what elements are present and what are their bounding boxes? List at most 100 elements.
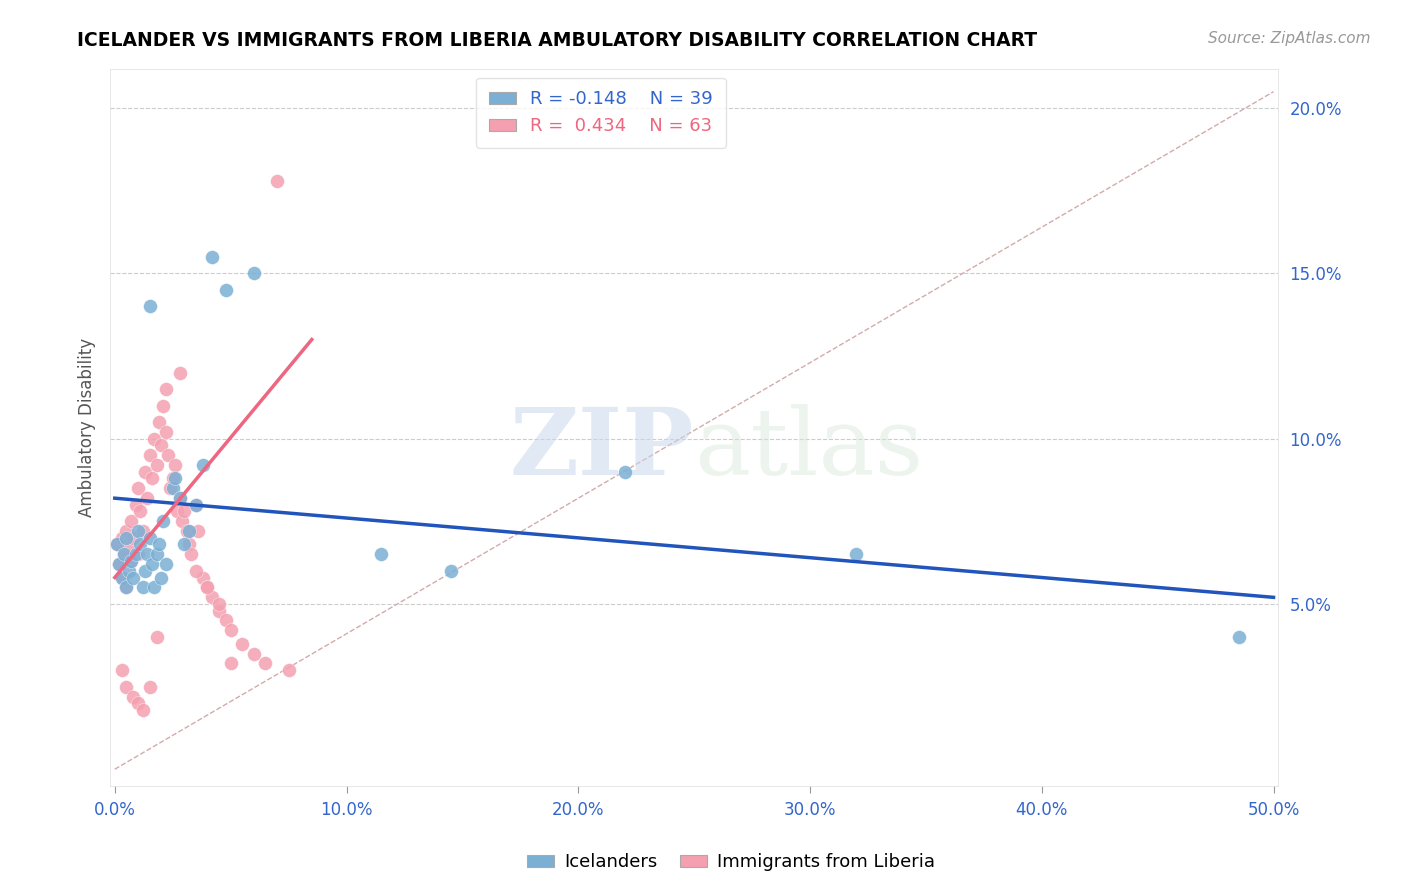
Point bbox=[138, 448, 160, 462]
Point bbox=[254, 657, 277, 671]
Point bbox=[170, 514, 193, 528]
Point bbox=[162, 471, 184, 485]
Point bbox=[127, 524, 149, 539]
Point bbox=[150, 570, 173, 584]
Point bbox=[120, 554, 142, 568]
Point bbox=[112, 548, 135, 562]
Point bbox=[208, 603, 231, 617]
Point bbox=[150, 438, 173, 452]
Point bbox=[141, 558, 163, 572]
Point bbox=[157, 448, 180, 462]
Point bbox=[131, 524, 153, 539]
Point bbox=[138, 680, 160, 694]
Point bbox=[124, 498, 146, 512]
Point bbox=[127, 696, 149, 710]
Point bbox=[155, 425, 177, 439]
Point bbox=[370, 548, 392, 562]
Point bbox=[122, 570, 145, 584]
Point bbox=[136, 548, 159, 562]
Point bbox=[138, 300, 160, 314]
Point bbox=[118, 564, 141, 578]
Point bbox=[613, 465, 636, 479]
Point bbox=[173, 537, 195, 551]
Point bbox=[145, 630, 167, 644]
Point bbox=[845, 548, 868, 562]
Point bbox=[120, 554, 142, 568]
Point bbox=[111, 663, 134, 677]
Point bbox=[152, 399, 174, 413]
Point bbox=[134, 465, 156, 479]
Point bbox=[215, 283, 238, 297]
Point bbox=[191, 458, 214, 472]
Point bbox=[111, 570, 134, 584]
Point bbox=[145, 458, 167, 472]
Point bbox=[118, 537, 141, 551]
Point bbox=[180, 548, 202, 562]
Point bbox=[177, 537, 200, 551]
Point bbox=[201, 591, 224, 605]
Point bbox=[141, 471, 163, 485]
Point bbox=[115, 531, 138, 545]
Point bbox=[243, 647, 266, 661]
Point bbox=[219, 657, 242, 671]
Point bbox=[169, 491, 191, 506]
Point bbox=[159, 481, 181, 495]
Point bbox=[173, 504, 195, 518]
Legend: R = -0.148    N = 39, R =  0.434    N = 63: R = -0.148 N = 39, R = 0.434 N = 63 bbox=[477, 78, 725, 148]
Point bbox=[277, 663, 299, 677]
Text: atlas: atlas bbox=[695, 404, 924, 493]
Point bbox=[155, 382, 177, 396]
Point bbox=[155, 558, 177, 572]
Point bbox=[169, 491, 191, 506]
Point bbox=[108, 558, 131, 572]
Point bbox=[191, 570, 214, 584]
Point bbox=[108, 558, 131, 572]
Point bbox=[115, 524, 138, 539]
Legend: Icelanders, Immigrants from Liberia: Icelanders, Immigrants from Liberia bbox=[520, 847, 942, 879]
Point bbox=[112, 548, 135, 562]
Point bbox=[129, 537, 152, 551]
Text: Source: ZipAtlas.com: Source: ZipAtlas.com bbox=[1208, 31, 1371, 46]
Point bbox=[124, 548, 146, 562]
Point bbox=[136, 491, 159, 506]
Point bbox=[201, 250, 224, 264]
Point bbox=[127, 481, 149, 495]
Point bbox=[197, 581, 219, 595]
Point bbox=[105, 537, 128, 551]
Point bbox=[266, 174, 288, 188]
Point bbox=[148, 415, 170, 429]
Point bbox=[105, 537, 128, 551]
Point bbox=[115, 581, 138, 595]
Point bbox=[111, 531, 134, 545]
Point bbox=[165, 471, 187, 485]
Point bbox=[208, 597, 231, 611]
Point bbox=[169, 366, 191, 380]
Point bbox=[215, 614, 238, 628]
Point bbox=[177, 524, 200, 539]
Point bbox=[176, 524, 198, 539]
Text: ZIP: ZIP bbox=[510, 404, 695, 493]
Point bbox=[131, 703, 153, 717]
Point bbox=[111, 570, 134, 584]
Point bbox=[134, 564, 156, 578]
Point bbox=[162, 481, 184, 495]
Point bbox=[440, 564, 463, 578]
Y-axis label: Ambulatory Disability: Ambulatory Disability bbox=[79, 337, 96, 516]
Point bbox=[152, 514, 174, 528]
Point bbox=[243, 267, 266, 281]
Point bbox=[148, 537, 170, 551]
Point bbox=[115, 680, 138, 694]
Point bbox=[122, 690, 145, 704]
Point bbox=[120, 514, 142, 528]
Point bbox=[184, 498, 207, 512]
Point bbox=[127, 548, 149, 562]
Point bbox=[1227, 630, 1250, 644]
Point bbox=[129, 504, 152, 518]
Point bbox=[143, 581, 166, 595]
Point bbox=[166, 504, 188, 518]
Point bbox=[115, 581, 138, 595]
Point bbox=[138, 531, 160, 545]
Point bbox=[165, 458, 187, 472]
Point bbox=[184, 498, 207, 512]
Point bbox=[219, 624, 242, 638]
